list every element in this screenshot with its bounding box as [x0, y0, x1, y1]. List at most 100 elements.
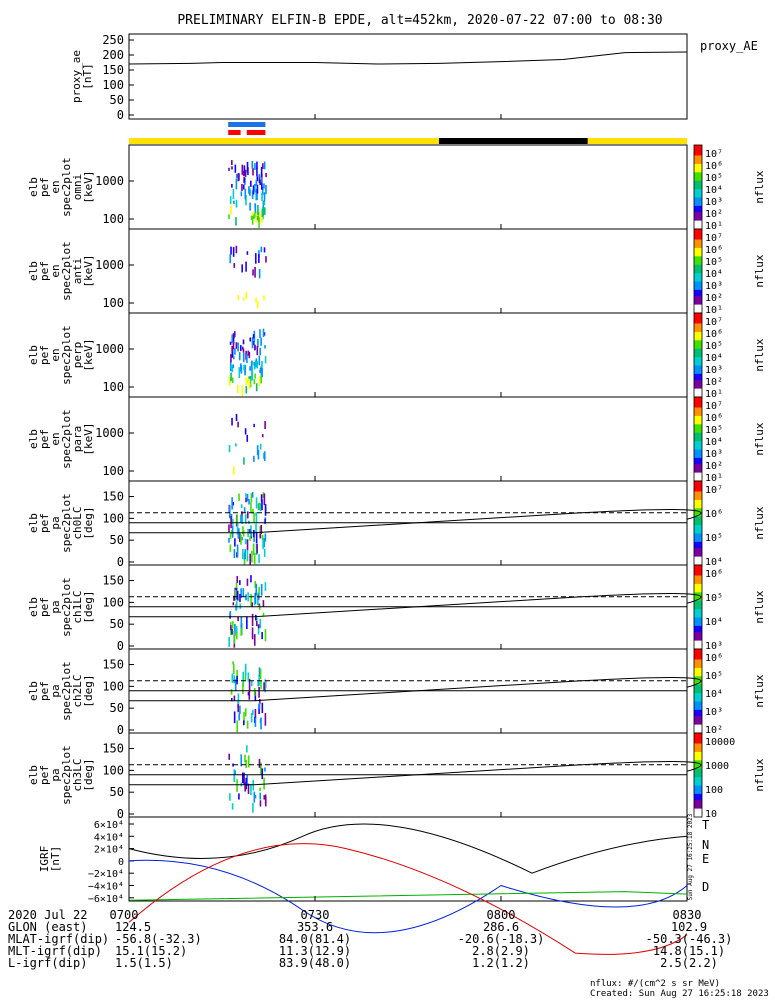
x-tick-label: 0700: [110, 908, 139, 922]
colorbar-tick-label: 1000: [705, 761, 729, 772]
spectrogram-cell: [249, 366, 251, 371]
colorbar-cell: [694, 168, 702, 171]
colorbar-cell: [694, 346, 702, 350]
spectrogram-cell: [240, 624, 242, 636]
colorbar-cell: [694, 166, 702, 169]
spectrogram-cell: [264, 767, 266, 772]
spectrogram-cell: [244, 549, 246, 560]
colorbar-cell: [694, 556, 702, 560]
spectrogram-cell: [250, 593, 252, 607]
colorbar-cell: [694, 367, 702, 371]
y-axis-label: [deg]: [82, 506, 95, 539]
spectrogram-cell: [260, 337, 262, 346]
spectrogram-cell: [261, 702, 264, 714]
spectrogram-cell: [261, 208, 264, 217]
spectrogram-cell: [252, 709, 254, 715]
spectrogram-cell: [252, 529, 255, 538]
colorbar-cell: [694, 539, 702, 543]
y-tick-label: 50: [110, 785, 124, 799]
y-axis-label: [keV]: [82, 422, 95, 455]
y-axis-label: spec2plot: [60, 493, 73, 553]
spectrogram-cell: [234, 679, 237, 691]
spectrogram-cell: [230, 354, 232, 363]
y-tick-label: 4×10⁴: [94, 832, 124, 843]
spectrogram-cell: [241, 772, 244, 784]
spectrogram-cell: [253, 595, 256, 606]
colorbar-cell: [694, 313, 702, 316]
spectrogram-cell: [235, 342, 238, 349]
spectrogram-cell: [254, 691, 257, 702]
colorbar-cell: [694, 701, 702, 705]
colorbar-cell: [694, 422, 702, 425]
igrf-d-curve: [128, 843, 688, 955]
spectrogram-cell: [247, 692, 250, 696]
science-zone-red-bar: [246, 130, 266, 135]
spectrogram-cell: [237, 173, 240, 182]
spectrogram-cell: [258, 254, 260, 263]
colorbar-cell: [694, 707, 702, 711]
spectrogram-cell: [245, 261, 247, 272]
spectrogram-cell: [258, 674, 260, 686]
colorbar-cell: [694, 762, 702, 766]
y-tick-label: 100: [102, 679, 124, 693]
colorbar-cell: [694, 262, 702, 266]
colorbar-cell: [694, 520, 702, 524]
spectrogram-cell: [250, 215, 253, 220]
spectrogram-cell: [228, 753, 231, 760]
y-tick-label: 50: [110, 93, 124, 107]
spectrogram-cell: [246, 511, 249, 519]
colorbar-tick-label: 10²: [705, 209, 723, 220]
spectrogram-cell: [232, 466, 235, 475]
colorbar-cell: [694, 357, 702, 360]
spectrogram-cell: [235, 626, 238, 634]
colorbar-cell: [694, 546, 702, 549]
spectrogram-cell: [235, 601, 238, 610]
science-zone-bar: [228, 122, 266, 127]
colorbar-cell: [694, 672, 702, 675]
colorbar-cell: [694, 558, 702, 562]
y-tick-label: 200: [102, 48, 124, 62]
spectrogram-cell: [244, 514, 247, 524]
colorbar-cell: [694, 361, 702, 364]
x-tick-label: 0730: [301, 908, 330, 922]
colorbar-cell: [694, 174, 702, 178]
spectrogram-cell: [260, 584, 263, 596]
spectrogram-cell: [229, 196, 232, 204]
colorbar-cell: [694, 460, 702, 463]
colorbar-cell: [694, 676, 702, 679]
colorbar-cell: [694, 327, 702, 331]
spectrogram-cell: [259, 533, 262, 539]
colorbar-cell: [694, 697, 702, 700]
y-axis-label: [deg]: [82, 674, 95, 707]
spectrogram-cell: [246, 434, 249, 442]
colorbar-cell: [694, 615, 702, 619]
colorbar-cell: [694, 756, 702, 759]
spectrogram-cell: [259, 787, 261, 792]
colorbar-cell: [694, 161, 702, 165]
colorbar-cell: [694, 632, 702, 635]
colorbar-cell: [694, 233, 702, 236]
spectrogram-cell: [261, 367, 263, 378]
loss-cone-curve: [252, 760, 702, 786]
spectrogram-cell: [253, 791, 256, 803]
spectrogram-cell: [234, 348, 236, 355]
colorbar-cell: [694, 187, 702, 190]
colorbar-cell: [694, 208, 702, 211]
colorbar-cell: [694, 436, 702, 440]
colorbar-label: nflux: [753, 758, 766, 791]
colorbar-cell: [694, 497, 702, 501]
spectrogram-cell: [256, 161, 258, 169]
colorbar-cell: [694, 735, 702, 738]
spectrogram-cell: [247, 592, 249, 602]
spectrogram-cell: [251, 361, 254, 365]
colorbar-cell: [694, 443, 702, 446]
spectrogram-cell: [233, 769, 236, 783]
y-axis-label: en: [49, 264, 62, 277]
spectrogram-cell: [257, 624, 260, 629]
colorbar-cell: [694, 575, 702, 579]
colorbar-cell: [694, 680, 702, 684]
y-axis-label: spec2plot: [60, 577, 73, 637]
spectrogram-cell: [229, 533, 232, 539]
colorbar-cell: [694, 428, 702, 432]
